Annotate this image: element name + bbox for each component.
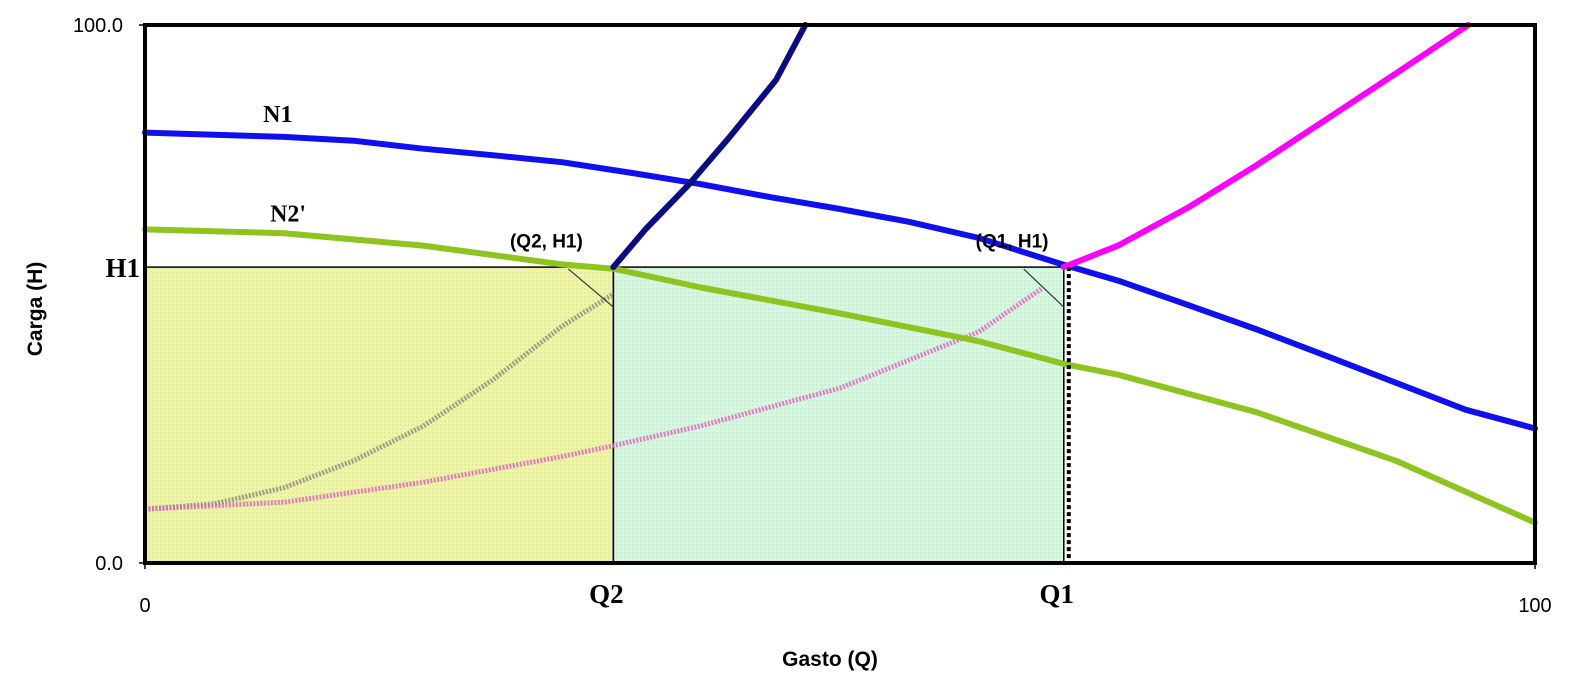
shaded-regions [144,266,1065,564]
faded-curves [144,286,1044,512]
y-axis-title: Carga (H) [24,262,47,357]
x-marker-q1: Q1 [1040,579,1075,609]
x-tick-label: 0 [139,595,150,617]
chart-text: 0 100 0.0 100.0 Q2 Q1 H1 Gasto (Q) Carga (H) N1 N2… [24,15,1552,671]
guide-lines [568,267,1071,563]
x-tick-label: 100 [1518,595,1551,617]
y-marker-h1: H1 [105,253,140,283]
faded-curve-2 [144,286,1044,512]
y-tick-label: 100.0 [73,15,123,37]
system-curve-3 [610,22,809,271]
shaded-region-1 [144,266,615,564]
faded-curve-1 [144,291,615,512]
y-tick-label: 0.0 [95,553,123,575]
curve-label: N2' [270,201,306,227]
curve-n2 [142,226,1538,526]
q1-pointer [1023,268,1065,308]
curves [142,22,1538,526]
x-axis-title: Gasto (Q) [782,648,878,671]
q2-pointer [568,268,614,308]
curve-n1 [142,129,1538,432]
plot-frame [143,23,1537,565]
x-marker-q2: Q2 [589,579,624,609]
system-curve-4 [1060,22,1472,271]
curve-label: N1 [263,102,292,128]
operating-point-label: (Q2, H1) [510,232,583,253]
shaded-region-2 [612,266,1065,564]
operating-point-label: (Q1, H1) [976,232,1049,253]
